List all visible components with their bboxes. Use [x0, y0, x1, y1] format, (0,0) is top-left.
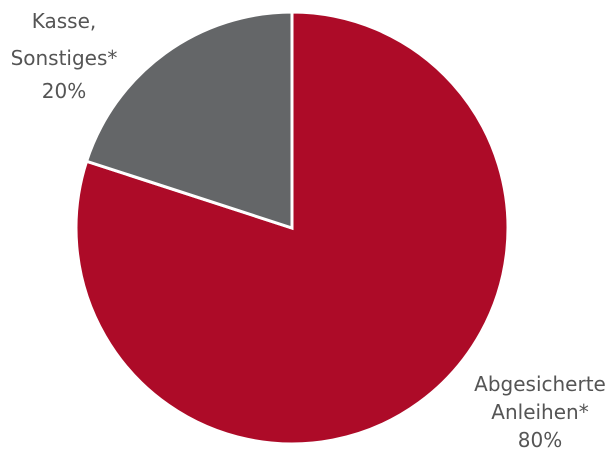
- pie-slice-kasse-sonstiges: [84, 10, 294, 231]
- slice-label-line: Abgesicherte: [474, 372, 606, 396]
- slice-label-line: Kasse,: [32, 9, 97, 33]
- slice-label-kasse-sonstiges: Kasse, Sonstiges* 20%: [11, 9, 118, 103]
- pie-slices: [74, 10, 510, 446]
- slice-value-label: 20%: [42, 79, 86, 103]
- slice-value-label: 80%: [518, 428, 562, 452]
- slice-label-line: Sonstiges*: [11, 46, 118, 70]
- slice-label-abgesicherte-anleihen: Abgesicherte Anleihen* 80%: [474, 372, 606, 452]
- slice-label-line: Anleihen*: [491, 400, 588, 424]
